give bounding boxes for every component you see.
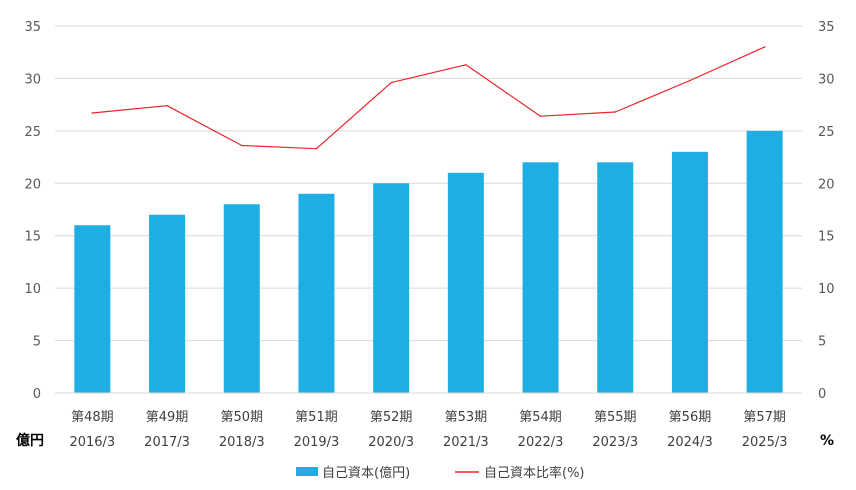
line-point — [539, 115, 542, 117]
bar — [223, 204, 260, 393]
category-date-label: 2021/3 — [443, 435, 489, 450]
left-tick-label: 25 — [24, 125, 41, 140]
left-tick-label: 5 — [33, 335, 41, 350]
category-date-label: 2018/3 — [219, 435, 265, 450]
right-tick-label: 20 — [818, 177, 835, 192]
line-point — [240, 144, 243, 147]
legend-bar-swatch — [296, 467, 318, 476]
category-date-label: 2016/3 — [69, 435, 115, 450]
right-tick-label: 30 — [818, 72, 835, 87]
left-tick-label: 15 — [24, 230, 41, 245]
left-axis: 0 5 10 15 20 25 30 35 — [24, 20, 41, 402]
right-tick-label: 35 — [818, 20, 835, 35]
category-period-label: 第52期 — [370, 410, 413, 425]
category-date-label: 2020/3 — [368, 435, 414, 450]
line-point — [614, 111, 617, 113]
bar — [447, 172, 484, 393]
bar-series — [74, 130, 783, 393]
bar — [522, 162, 559, 393]
line-point — [91, 112, 94, 114]
category-date-label: 2019/3 — [294, 435, 340, 450]
bar — [149, 214, 186, 393]
right-tick-label: 15 — [818, 230, 835, 245]
left-tick-label: 30 — [24, 72, 41, 87]
left-axis-unit: 億円 — [16, 432, 44, 449]
category-period-label: 第54期 — [519, 410, 562, 425]
left-tick-label: 35 — [24, 20, 41, 35]
right-tick-label: 10 — [818, 282, 835, 297]
line-point — [465, 63, 467, 66]
category-date-label: 2025/3 — [742, 435, 788, 450]
right-tick-label: 0 — [818, 387, 826, 402]
right-tick-label: 25 — [818, 125, 835, 140]
category-period-label: 第48期 — [71, 410, 114, 425]
line-point — [689, 79, 691, 82]
legend-line-label: 自己資本比率(%) — [484, 465, 585, 481]
bar — [298, 193, 335, 393]
bar — [746, 130, 783, 393]
category-period-label: 第53期 — [445, 410, 488, 425]
category-period-label: 第55期 — [594, 410, 637, 425]
left-tick-label: 10 — [24, 282, 41, 297]
right-axis-unit: % — [820, 433, 834, 449]
bar — [74, 225, 111, 393]
bar — [597, 162, 634, 393]
line-series — [91, 46, 766, 150]
category-period-label: 第50期 — [220, 410, 263, 425]
category-date-label: 2023/3 — [592, 435, 638, 450]
category-date-label: 2017/3 — [144, 435, 190, 450]
left-tick-label: 20 — [24, 177, 41, 192]
line-point — [166, 104, 168, 107]
line-point — [390, 81, 392, 84]
category-period-label: 第56期 — [669, 410, 712, 425]
left-tick-label: 0 — [33, 387, 41, 402]
legend-bar-label: 自己資本(億円) — [322, 465, 410, 481]
bar — [373, 183, 410, 393]
right-axis: 0 5 10 15 20 25 30 35 — [818, 20, 835, 402]
category-period-label: 第51期 — [295, 410, 338, 425]
category-period-label: 第57期 — [743, 410, 786, 425]
category-period-label: 第49期 — [146, 410, 189, 425]
line-path — [92, 46, 765, 150]
x-axis: 第48期 2016/3 第49期 2017/3 第50期 2018/3 第51期 2019/3… — [69, 410, 787, 450]
line-point — [315, 147, 318, 150]
legend: 自己資本(億円) 自己資本比率(%) — [296, 465, 585, 481]
category-date-label: 2022/3 — [518, 435, 564, 450]
bar — [671, 151, 708, 393]
right-tick-label: 5 — [818, 335, 826, 350]
line-point — [763, 46, 766, 48]
category-date-label: 2024/3 — [667, 435, 713, 450]
